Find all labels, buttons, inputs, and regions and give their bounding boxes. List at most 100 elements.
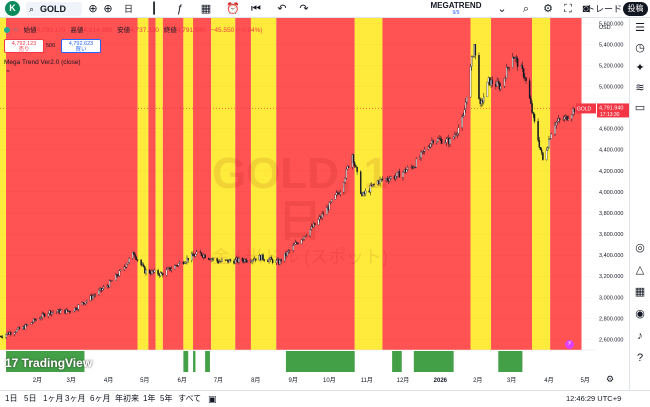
- symbol-search-button[interactable]: ⌕ GOLD: [26, 2, 82, 16]
- indicators-icon[interactable]: ƒ: [176, 3, 184, 15]
- time-tick-label: 2026: [434, 378, 448, 384]
- alert-icon[interactable]: ⏰: [226, 3, 240, 15]
- candle-body: [491, 79, 493, 85]
- candle-body: [387, 179, 390, 182]
- collapse-icon[interactable]: ⌃: [5, 70, 11, 77]
- sell-button[interactable]: 4,792.123 売り: [4, 39, 44, 53]
- redo-icon[interactable]: ↷: [299, 3, 309, 15]
- post-button[interactable]: 投稿: [623, 2, 648, 16]
- candle-body: [234, 259, 237, 264]
- candle-body: [270, 257, 273, 260]
- candle-body: [170, 268, 173, 271]
- candle-body: [280, 259, 282, 262]
- range-5d[interactable]: 5日: [24, 394, 37, 403]
- user-avatar[interactable]: K: [5, 1, 20, 16]
- camera-icon[interactable]: ◙: [582, 3, 590, 15]
- timeframe-selector[interactable]: 日: [124, 4, 134, 14]
- fullscreen-icon[interactable]: ⛶: [564, 3, 572, 15]
- menu-icon[interactable]: ≡: [14, 27, 18, 34]
- candle-body: [404, 169, 407, 173]
- candle-body: [320, 216, 322, 219]
- chevron-down-icon[interactable]: ⌄: [497, 3, 507, 15]
- candle-body: [287, 250, 290, 252]
- range-3m[interactable]: 3ヶ月: [65, 394, 86, 403]
- range-1y[interactable]: 1年: [143, 394, 156, 403]
- range-all[interactable]: すべて: [178, 394, 202, 403]
- candle-body: [549, 138, 551, 140]
- candle-body: [106, 285, 109, 288]
- candle-body: [479, 98, 481, 104]
- candle-body: [216, 258, 218, 262]
- time-axis[interactable]: 2月 3月 4月 5月 6月 7月 8月 9月 10月 11月 12月 2026 2月 3月 4月 5月: [0, 372, 596, 390]
- bell-icon[interactable]: ♪: [637, 330, 643, 342]
- candle-body: [396, 172, 398, 177]
- watchlist-icon[interactable]: ☰: [635, 22, 645, 34]
- trend-band-16: [532, 18, 551, 350]
- last-price-symbol: GOLD: [577, 106, 592, 112]
- chart-pane[interactable]: USD 5,600.000 5,400.000 5,200.000 5,000.000 4…: [0, 18, 629, 390]
- candle-body: [13, 332, 16, 335]
- candle-style-icon[interactable]: ┃: [150, 3, 158, 15]
- candle-body: [183, 262, 186, 264]
- add-symbol-icon[interactable]: ⊕: [103, 3, 113, 15]
- candle-body: [187, 257, 189, 261]
- mountain-icon[interactable]: △: [635, 264, 645, 276]
- candle-body: [481, 100, 484, 103]
- candle-body: [337, 192, 339, 194]
- candle-body: [207, 257, 210, 260]
- trend-band-13: [382, 18, 471, 350]
- candle-body: [166, 268, 169, 270]
- candle-body: [456, 133, 459, 135]
- event-marker-icon[interactable]: ⚡: [565, 340, 574, 349]
- templates-icon[interactable]: ▦: [200, 3, 212, 15]
- price-axis-background: [597, 18, 629, 390]
- clock[interactable]: 12:46:29 UTC+9: [566, 394, 622, 403]
- range-ytd[interactable]: 年初来: [115, 394, 139, 403]
- axis-settings-icon[interactable]: ⚙: [606, 374, 615, 384]
- layout-name-button[interactable]: MEGATREND 9/9: [420, 1, 492, 16]
- candle-body: [466, 96, 468, 103]
- candle-body: [335, 192, 338, 195]
- undo-icon[interactable]: ↶: [277, 3, 287, 15]
- help-icon[interactable]: ?: [636, 352, 644, 364]
- alerts-clock-icon[interactable]: ◷: [635, 42, 645, 54]
- candle-body: [512, 57, 514, 68]
- time-axis-background: [0, 372, 596, 390]
- study-legend[interactable]: Mega Trend Ver2.0 (close): [4, 59, 81, 66]
- broadcast-icon[interactable]: ◉: [635, 308, 645, 320]
- target-icon[interactable]: ◎: [635, 242, 645, 254]
- time-tick-label: 4月: [104, 377, 113, 384]
- candle-body: [359, 171, 362, 194]
- candle-body: [98, 290, 100, 295]
- range-5y[interactable]: 5年: [160, 394, 173, 403]
- notes-icon[interactable]: ▭: [634, 102, 646, 114]
- settings-icon[interactable]: ⚙: [543, 3, 553, 15]
- go-to-date-icon[interactable]: ▣: [208, 394, 217, 404]
- candle-body: [268, 259, 270, 262]
- range-1d[interactable]: 1日: [5, 394, 18, 403]
- price-tick-label: 5,400.000: [599, 42, 623, 48]
- calendar-icon[interactable]: ▦: [634, 286, 646, 298]
- candle-body: [0, 336, 2, 338]
- layers-icon[interactable]: ≋: [635, 82, 645, 94]
- price-tick-label: 3,200.000: [599, 274, 623, 280]
- price-tick-label: 4,000.000: [599, 190, 623, 196]
- candle-body: [136, 259, 139, 261]
- candle-body: [271, 259, 274, 264]
- trade-button[interactable]: トレード: [586, 4, 623, 14]
- compare-icon[interactable]: ⊕: [88, 3, 98, 15]
- buy-button[interactable]: 4,792.623 買い: [61, 39, 101, 53]
- symbol-name: GOLD: [40, 4, 66, 14]
- replay-icon[interactable]: ⏮: [251, 3, 261, 15]
- candle-body: [566, 115, 568, 121]
- signal-block-6: [413, 351, 454, 372]
- range-6m[interactable]: 6ヶ月: [90, 394, 111, 403]
- chat-icon[interactable]: ✦: [635, 62, 645, 74]
- candle-body: [81, 302, 83, 305]
- tradingview-logo[interactable]: 17 TradingView: [5, 356, 93, 370]
- range-1m[interactable]: 1ヶ月: [43, 394, 64, 403]
- search-icon[interactable]: ⌕: [522, 3, 530, 15]
- candle-body: [432, 140, 434, 144]
